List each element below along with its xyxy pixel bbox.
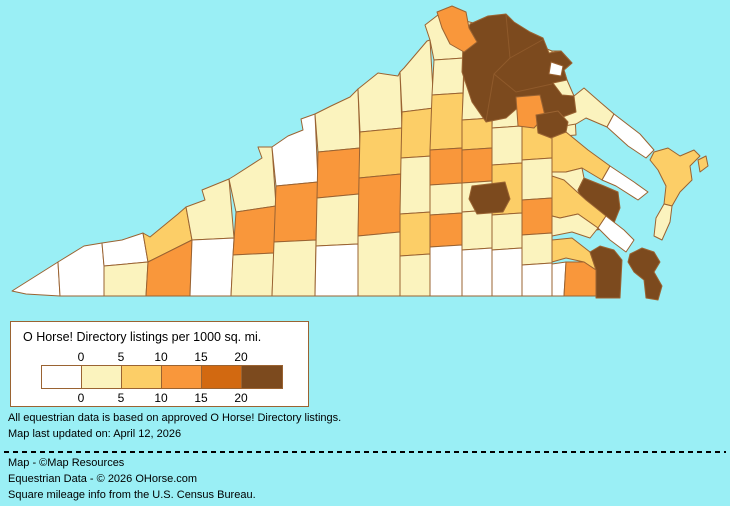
county-roanoke: [316, 147, 361, 199]
legend-ramp-cell: [42, 366, 82, 388]
county-alleghany: [357, 71, 403, 133]
note-data-source: All equestrian data is based on approved…: [8, 412, 342, 424]
credit-square-mileage: Square mileage info from the U.S. Census…: [8, 489, 256, 501]
county-bland: [228, 146, 277, 213]
county-lunenburg: [491, 247, 523, 297]
county-northern-neck-east: [606, 113, 655, 159]
county-frederick-winchester: [436, 5, 478, 53]
county-augusta: [400, 107, 435, 159]
legend-tick-label: 10: [154, 391, 168, 405]
note-last-updated: Map last updated on: April 12, 2026: [8, 428, 182, 440]
legend-tick-label: 10: [154, 350, 168, 364]
county-rockbridge: [358, 127, 403, 179]
legend-tick-label: 20: [234, 391, 248, 405]
county-buckingham: [429, 182, 463, 216]
county-franklin: [315, 193, 360, 247]
legend-tick-label: 0: [77, 391, 85, 405]
legend-tick-label: 5: [117, 350, 125, 364]
county-middlesex-mathews: [601, 165, 649, 201]
legend-ticks-top: 0 5 10 15 20: [61, 348, 261, 366]
county-smyth: [189, 237, 235, 297]
legend-tick-label: 15: [194, 350, 208, 364]
county-pulaski: [273, 181, 319, 243]
county-chesterfield: [491, 212, 523, 251]
legend-ticks-bottom: 0 5 10 15 20: [61, 389, 261, 407]
county-pittsylvania-w: [399, 253, 431, 297]
county-wise: [101, 232, 149, 267]
county-wythe: [232, 205, 277, 256]
county-floyd: [271, 239, 317, 297]
legend-ramp-cell: [82, 366, 122, 388]
legend-tick-label: 5: [117, 391, 125, 405]
county-greene-madison: [429, 92, 464, 151]
county-accomack: [649, 147, 701, 207]
county-chesapeake: [589, 245, 623, 299]
county-sussex: [521, 262, 553, 297]
county-mecklenburg: [461, 247, 493, 297]
county-lee-scott: [57, 242, 105, 297]
county-albemarle: [429, 147, 463, 186]
county-amelia: [461, 209, 493, 251]
county-henry: [357, 231, 401, 297]
county-northampton: [653, 203, 673, 241]
county-charlotte: [429, 212, 463, 248]
county-bedford: [357, 173, 402, 237]
county-goochland-area: [468, 181, 511, 215]
legend-tick-label: 15: [194, 391, 208, 405]
county-amherst: [399, 155, 433, 215]
county-charles-city: [551, 213, 599, 239]
legend-ramp-cell: [122, 366, 162, 388]
legend: O Horse! Directory listings per 1000 sq.…: [10, 321, 309, 407]
county-campbell: [399, 211, 432, 257]
county-shenandoah: [399, 39, 435, 113]
county-hanover: [521, 157, 553, 201]
county-craig: [314, 88, 361, 153]
county-orange: [461, 117, 493, 151]
county-sw-tip: [11, 261, 61, 297]
legend-ramp-cell: [162, 366, 202, 388]
county-tazewell: [185, 178, 235, 241]
credit-map: Map - ©Map Resources: [8, 457, 125, 469]
county-spotsylvania: [491, 125, 523, 166]
county-halifax: [429, 244, 463, 297]
legend-title: O Horse! Directory listings per 1000 sq.…: [23, 330, 262, 344]
county-chincoteague-island: [697, 155, 709, 173]
legend-tick-label: 0: [77, 350, 85, 364]
nova-internal-borders: [485, 14, 553, 122]
dashed-divider: [4, 451, 726, 453]
county-virginia-beach-norfolk: [627, 247, 663, 301]
legend-ramp-cell: [202, 366, 242, 388]
county-louisa: [461, 147, 493, 184]
credit-equestrian-data: Equestrian Data - © 2026 OHorse.com: [8, 473, 198, 485]
county-fredericksburg-area: [535, 110, 569, 139]
legend-color-ramp: [41, 365, 283, 389]
county-dickenson: [103, 261, 149, 297]
county-arlington-alexandria: [548, 61, 564, 77]
county-carroll: [230, 252, 275, 297]
county-patrick: [314, 243, 359, 297]
county-clarke: [431, 57, 465, 96]
county-henrico-richmond: [521, 197, 553, 236]
legend-ramp-cell: [242, 366, 282, 388]
legend-tick-label: 20: [234, 350, 248, 364]
county-giles: [271, 113, 319, 187]
county-prince-george: [521, 232, 553, 266]
